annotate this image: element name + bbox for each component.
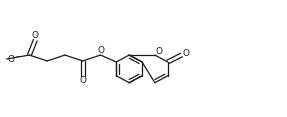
Text: $\mathregular{O}^-$: $\mathregular{O}^-$ <box>7 53 22 64</box>
Text: O: O <box>183 49 190 58</box>
Text: O: O <box>32 31 39 40</box>
Text: O: O <box>97 46 104 55</box>
Text: O: O <box>79 76 86 85</box>
Text: O: O <box>155 47 162 56</box>
